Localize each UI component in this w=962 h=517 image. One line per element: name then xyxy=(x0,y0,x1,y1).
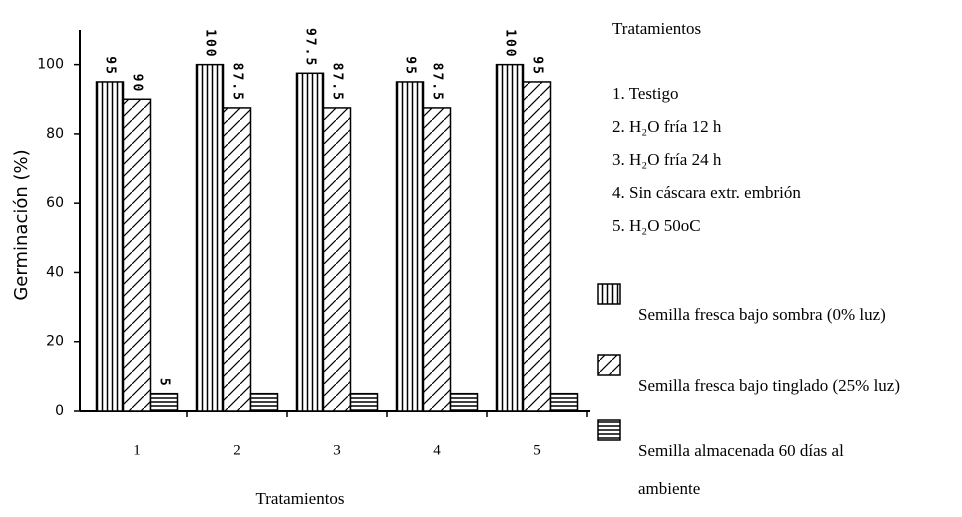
bar xyxy=(122,98,152,412)
legend-label: Semilla almacenada 60 días al ambiente xyxy=(638,441,844,498)
bar xyxy=(249,392,279,412)
value-label: 100 xyxy=(503,29,518,58)
bar xyxy=(449,392,479,412)
x-tick-label: 5 xyxy=(533,442,541,458)
legend-title: Tratamientos xyxy=(612,19,701,38)
treatment-item: 2. H₂O fría 12 h xyxy=(612,117,722,136)
y-tick-label: 60 xyxy=(46,195,64,211)
legend-label: Semilla fresca bajo tinglado (25% luz) xyxy=(638,376,900,395)
value-label: 95 xyxy=(403,56,418,76)
value-label: 5 xyxy=(157,378,172,388)
bar xyxy=(349,392,379,412)
legend-label: Semilla fresca bajo sombra (0% luz) xyxy=(638,305,886,324)
y-axis-label: Germinación (%) xyxy=(11,149,32,300)
x-axis-label: Tratamientos xyxy=(255,489,344,508)
y-tick-label: 40 xyxy=(46,264,64,280)
y-tick-label: 20 xyxy=(46,334,64,350)
bar xyxy=(295,72,325,412)
x-tick-label: 1 xyxy=(133,442,141,458)
value-label: 87.5 xyxy=(330,63,345,102)
bar xyxy=(522,81,552,412)
bar xyxy=(422,107,452,412)
bar xyxy=(549,392,579,412)
treatment-item: 1. Testigo xyxy=(612,84,679,103)
value-label: 95 xyxy=(103,56,118,76)
bar xyxy=(195,63,225,412)
bar xyxy=(322,107,352,412)
y-tick-label: 100 xyxy=(37,57,64,73)
treatment-item: 5. H₂O 50oC xyxy=(612,216,701,235)
value-label: 97.5 xyxy=(303,28,318,67)
y-tick-label: 80 xyxy=(46,126,64,142)
legend-swatch xyxy=(597,419,621,441)
value-label: 90 xyxy=(130,74,145,94)
bar xyxy=(149,392,179,412)
y-tick-label: 0 xyxy=(55,403,64,419)
bar xyxy=(222,107,252,412)
treatment-item: 3. H₂O fría 24 h xyxy=(612,150,722,169)
value-label: 87.5 xyxy=(430,63,445,102)
x-tick-label: 3 xyxy=(333,442,341,458)
treatment-item: 4. Sin cáscara extr. embrión xyxy=(612,183,801,202)
bar xyxy=(95,81,125,412)
bar xyxy=(395,81,425,412)
legend-swatch xyxy=(597,283,621,305)
x-tick-label: 2 xyxy=(233,442,241,458)
value-label: 95 xyxy=(530,56,545,76)
value-label: 87.5 xyxy=(230,63,245,102)
bar xyxy=(495,63,525,412)
value-label: 100 xyxy=(203,29,218,58)
x-tick-label: 4 xyxy=(433,442,441,458)
legend-swatch xyxy=(597,354,621,376)
